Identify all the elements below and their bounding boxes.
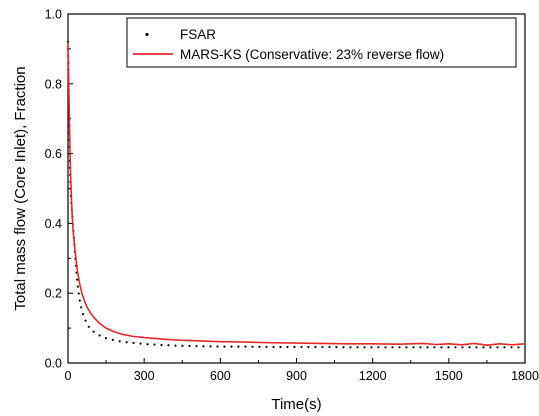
y-tick-label: 0.2 — [45, 287, 62, 301]
legend-mars-ks-label: MARS-KS (Conservative: 23% reverse flow) — [180, 47, 444, 62]
x-tick-label: 0 — [65, 369, 72, 383]
x-tick-label: 1800 — [511, 369, 539, 383]
axis-ticks: 0 300 600 900 1200 1500 1800 0.0 0.2 0.4 0.6 0.8 1.0 — [45, 8, 539, 384]
legend-fsar-marker — [145, 32, 149, 37]
x-tick-label: 1200 — [359, 369, 387, 383]
x-tick-label: 900 — [286, 369, 307, 383]
legend: FSAR MARS-KS (Conservative: 23% reverse … — [126, 17, 517, 68]
x-tick-label: 600 — [210, 369, 231, 383]
legend-box — [126, 17, 517, 68]
legend-fsar-label: FSAR — [180, 27, 216, 42]
y-tick-label: 0.4 — [45, 217, 62, 231]
x-axis-title: Time(s) — [271, 396, 321, 413]
series-mars-ks-line — [67, 41, 526, 346]
y-axis-title: Total mass flow (Core Inlet), Fraction — [12, 66, 29, 310]
y-tick-label: 0.8 — [45, 77, 62, 91]
x-tick-label: 300 — [134, 369, 155, 383]
y-tick-label: 1.0 — [45, 8, 62, 22]
y-tick-label: 0.6 — [45, 147, 62, 161]
x-tick-label: 1500 — [435, 369, 463, 383]
series-fsar-line — [66, 40, 527, 349]
series-layer — [66, 40, 527, 349]
y-tick-label: 0.0 — [45, 357, 62, 371]
